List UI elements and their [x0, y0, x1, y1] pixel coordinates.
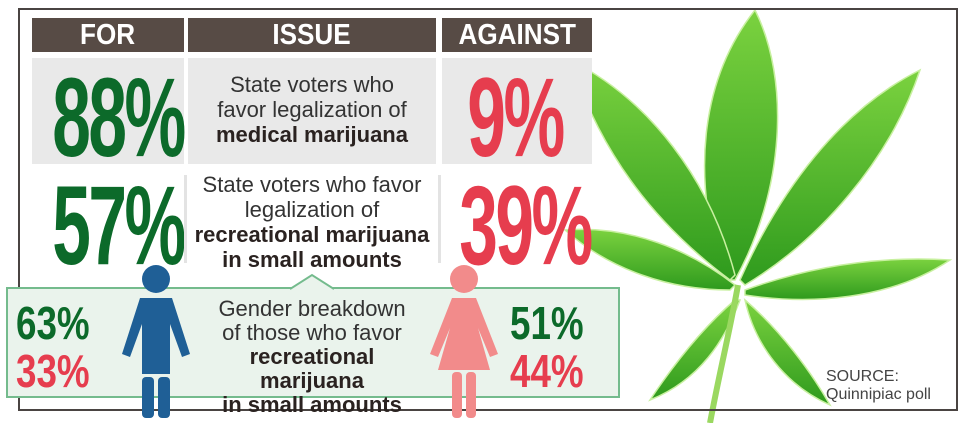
- source-label: SOURCE:: [826, 368, 899, 385]
- cannabis-leaf-image: [563, 8, 953, 423]
- row2-issue-text: State voters who favor legalization of r…: [188, 172, 436, 272]
- issue-line: legalization of: [244, 197, 380, 222]
- gender-breakdown-box: [6, 287, 620, 398]
- header-issue-label: ISSUE: [272, 19, 352, 51]
- source-credit: SOURCE: Quinnipiac poll: [826, 368, 931, 404]
- women-for-value: 51%: [510, 297, 584, 349]
- women-against-value: 44%: [510, 345, 584, 397]
- callout-pointer: [290, 273, 334, 290]
- issue-line: of those who favor: [222, 320, 402, 345]
- issue-bold: recreational marijuana: [249, 344, 375, 393]
- issue-bold: in small amounts: [222, 247, 402, 272]
- divider: [438, 175, 441, 263]
- row1-for-cell: [32, 58, 184, 164]
- issue-bold: in small amounts: [222, 392, 402, 417]
- men-for-value: 63%: [16, 297, 90, 349]
- row1-issue-cell: [188, 58, 436, 164]
- man-icon: [122, 265, 190, 418]
- woman-icon: [430, 265, 498, 418]
- issue-line: State voters who: [230, 72, 394, 97]
- header-issue: ISSUE: [188, 18, 436, 52]
- row1-against-cell: [442, 58, 592, 164]
- issue-bold: recreational marijuana: [194, 222, 430, 247]
- row1-against-value: 9%: [467, 55, 565, 180]
- issue-line: favor legalization of: [217, 97, 407, 122]
- row1-for-value: 88%: [52, 55, 186, 180]
- source-name: Quinnipiac poll: [826, 386, 931, 403]
- header-against-label: AGAINST: [458, 19, 576, 51]
- row2-against-value: 39%: [459, 163, 593, 288]
- men-against-value: 33%: [16, 345, 90, 397]
- header-for-label: FOR: [80, 19, 136, 51]
- header-against: AGAINST: [442, 18, 592, 52]
- issue-line: State voters who favor: [202, 172, 422, 197]
- row1-issue-text: State voters who favor legalization of m…: [188, 72, 436, 147]
- divider: [184, 175, 187, 263]
- header-for: FOR: [32, 18, 184, 52]
- gender-issue-text: Gender breakdown of those who favor recr…: [196, 297, 428, 417]
- issue-bold: medical marijuana: [216, 122, 408, 147]
- infographic-frame: [18, 8, 958, 411]
- issue-line: Gender breakdown: [218, 296, 406, 321]
